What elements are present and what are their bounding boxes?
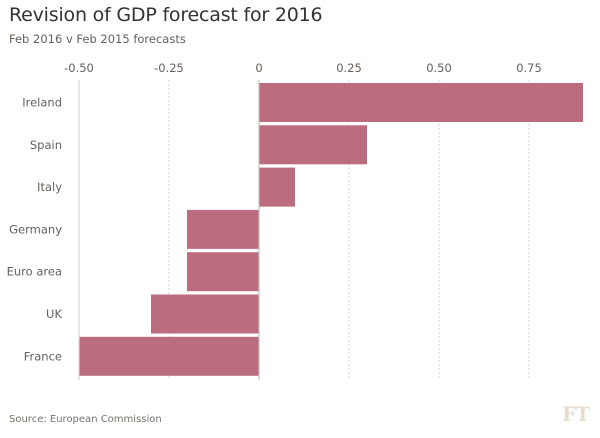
chart-subtitle: Feb 2016 v Feb 2015 forecasts (9, 32, 186, 46)
x-tick-labels: -0.50 -0.25 0 0.25 0.50 0.75 (64, 61, 542, 75)
x-tick-label: -0.25 (154, 61, 184, 75)
bar-germany (187, 209, 259, 249)
bar-spain (259, 125, 367, 165)
ft-logo: FT (562, 402, 590, 426)
x-tick-label: 0.25 (336, 61, 362, 75)
category-label: Euro area (7, 265, 62, 279)
chart-title: Revision of GDP forecast for 2016 (9, 4, 323, 26)
category-label: Italy (37, 180, 62, 194)
bars (79, 83, 583, 376)
x-tick-label: -0.50 (64, 61, 94, 75)
bar-ireland (259, 83, 583, 122)
category-label: Ireland (22, 96, 62, 110)
category-label: France (24, 349, 62, 363)
category-labels: Ireland Spain Italy Germany Euro area UK Franc… (7, 96, 63, 364)
source-note: Source: European Commission (9, 414, 162, 425)
axes (78, 80, 260, 380)
bar-uk (151, 294, 259, 334)
x-tick-label: 0.75 (516, 61, 542, 75)
bar-euro-area (187, 252, 259, 292)
category-label: Spain (30, 138, 62, 152)
bar-italy (259, 167, 295, 207)
x-tick-label: 0.50 (426, 61, 452, 75)
x-tick-label: 0 (255, 61, 262, 75)
category-label: Germany (9, 222, 62, 236)
category-label: UK (46, 307, 62, 321)
bar-france (79, 336, 259, 376)
